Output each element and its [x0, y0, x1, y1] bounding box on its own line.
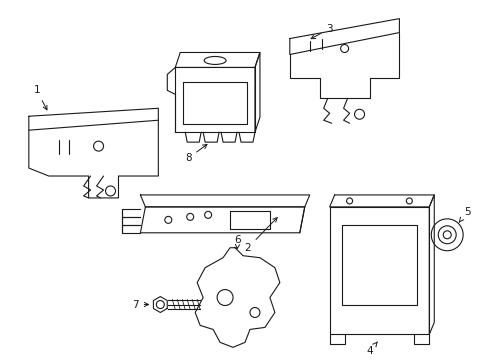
Text: 4: 4 — [366, 342, 377, 356]
Text: 6: 6 — [234, 235, 241, 249]
Text: 5: 5 — [458, 207, 469, 222]
Text: 3: 3 — [310, 24, 332, 39]
Text: 1: 1 — [33, 85, 47, 110]
Text: 2: 2 — [244, 218, 277, 253]
Text: 8: 8 — [184, 144, 206, 163]
Text: 7: 7 — [132, 300, 148, 310]
